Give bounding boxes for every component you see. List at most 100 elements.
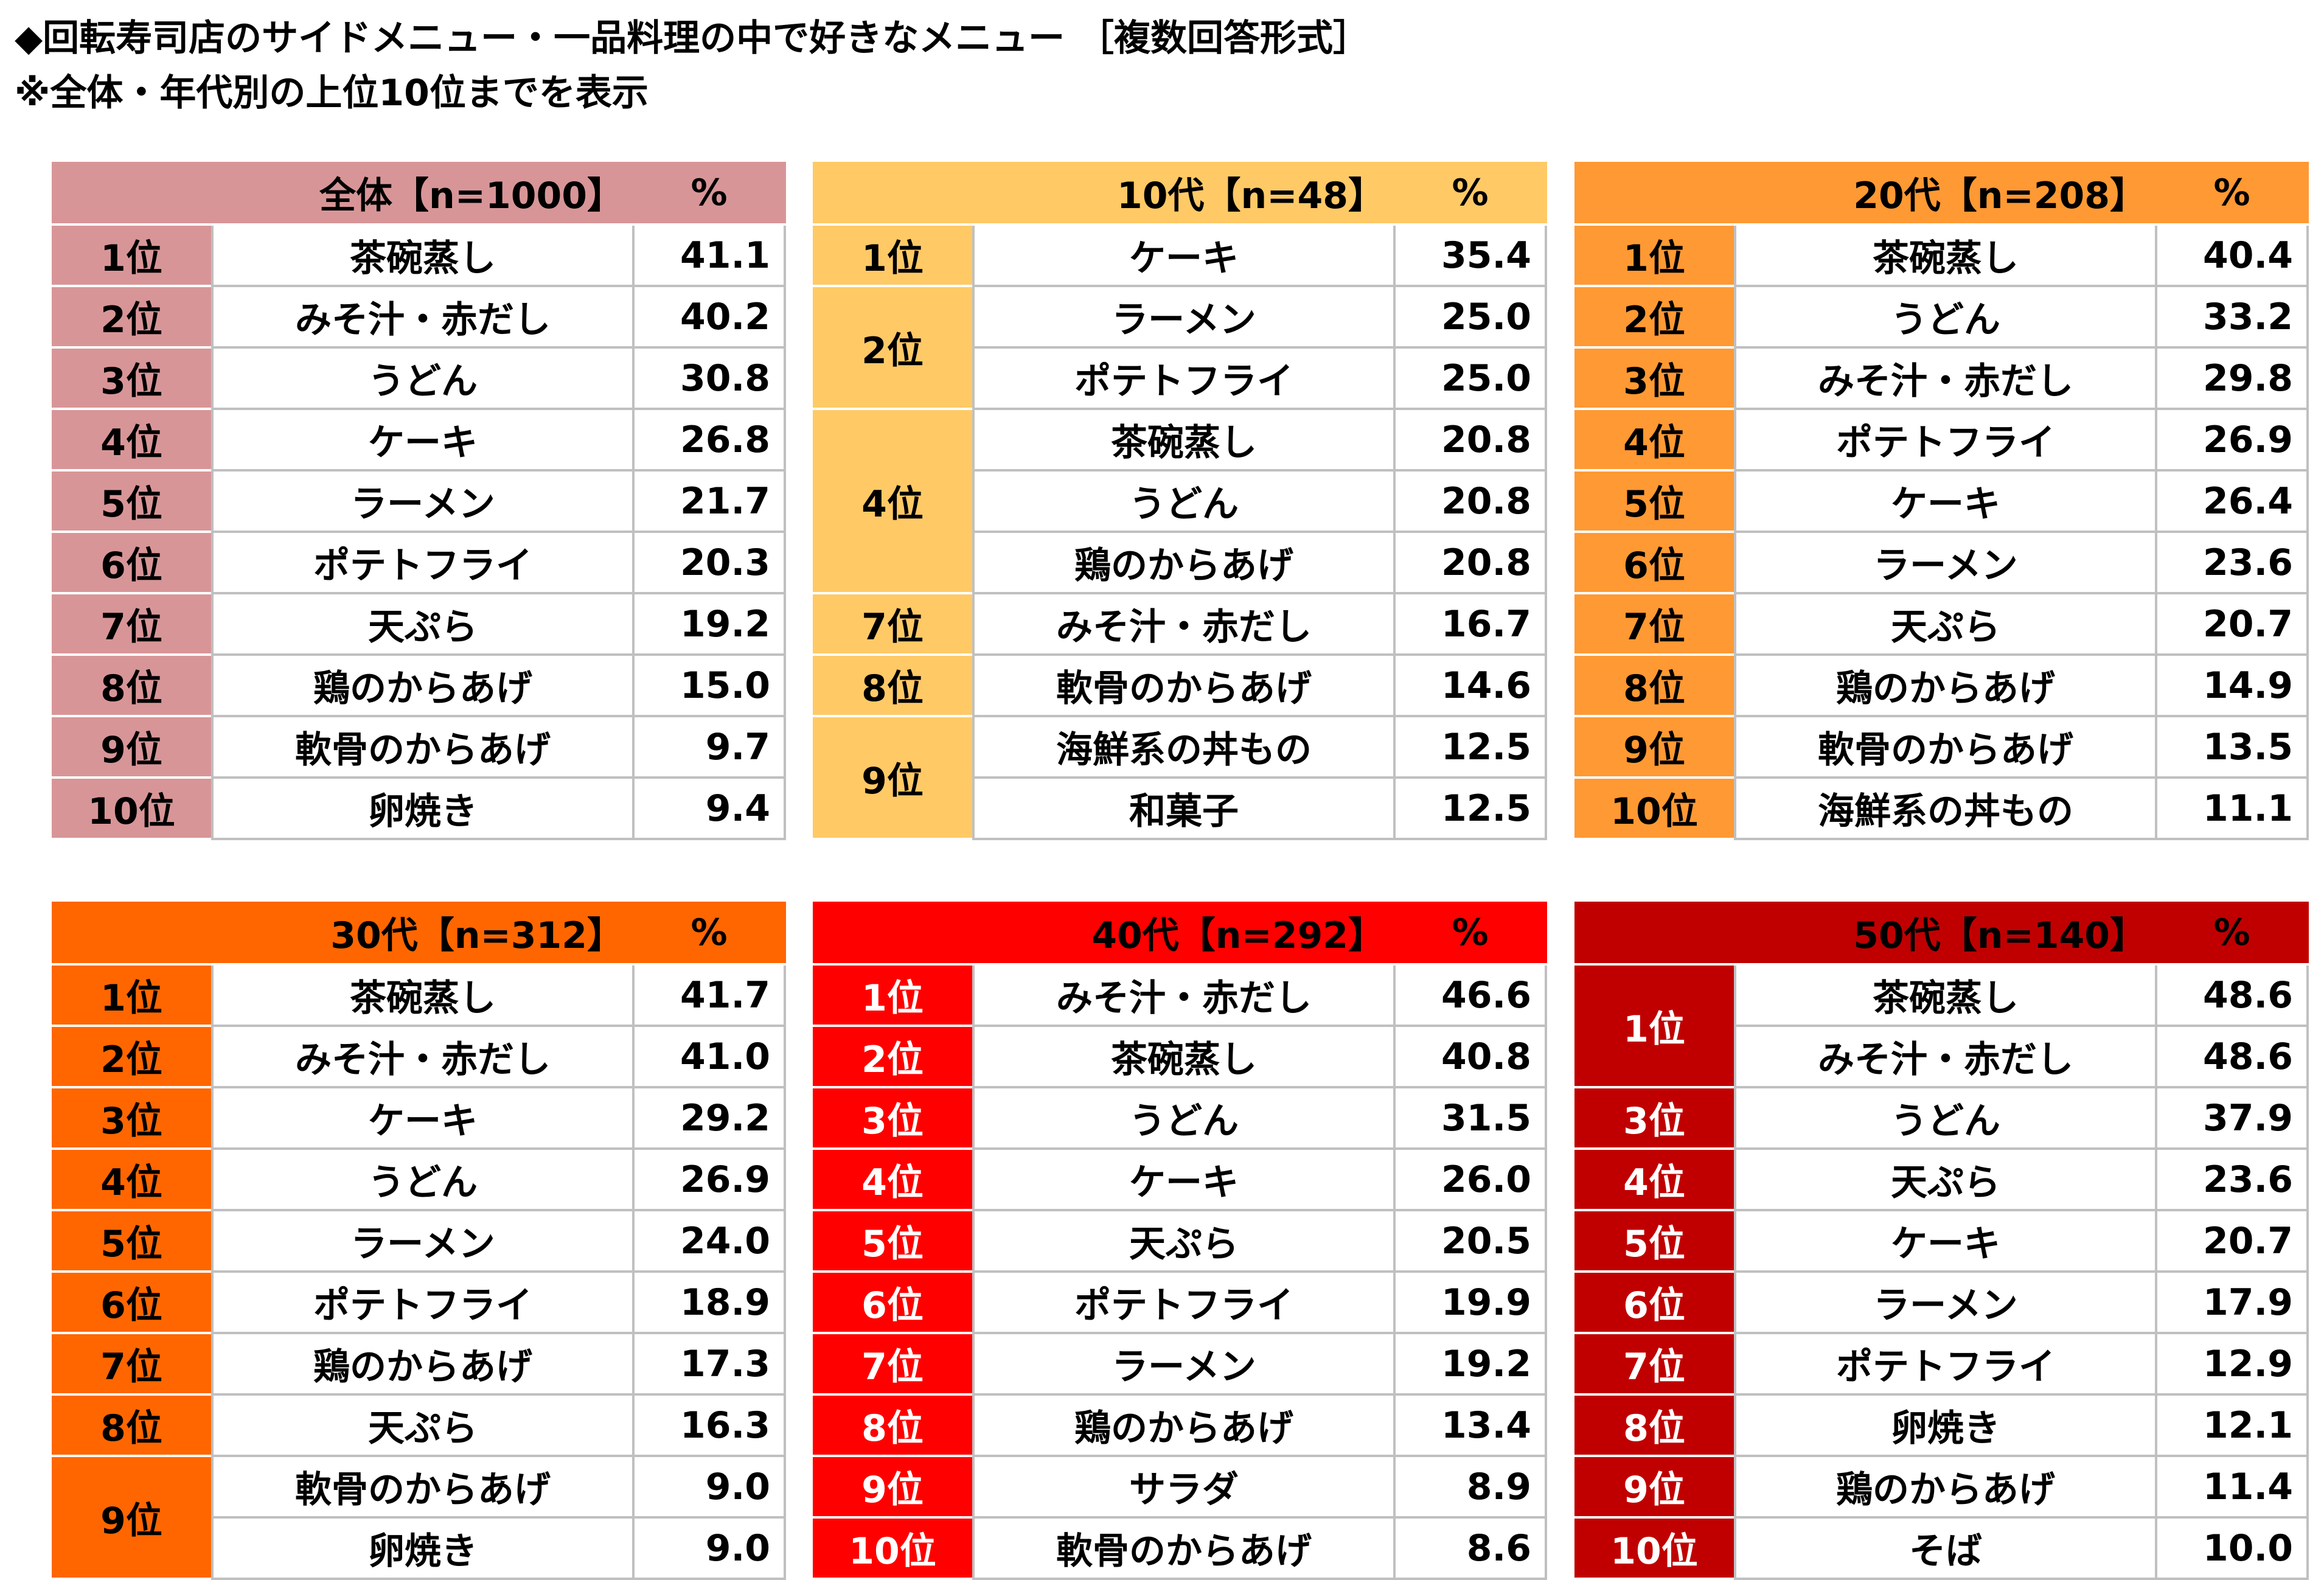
rank-cell: 6位 xyxy=(813,1273,972,1334)
rank-cell: 9位 xyxy=(813,1457,972,1519)
menu-item-cell: 天ぷら xyxy=(1734,1150,2155,1211)
menu-item-cell: みそ汁・赤だし xyxy=(972,594,1393,656)
table-row: 7位 天ぷら 20.7 xyxy=(1574,594,2309,656)
table-row: 6位 ポテトフライ 18.9 xyxy=(52,1273,786,1334)
header-rank-cell xyxy=(813,159,972,226)
rank-cell: 2位 xyxy=(1574,287,1734,349)
rank-cell: 9位 xyxy=(1574,1457,1734,1519)
menu-item-cell: 海鮮系の丼もの xyxy=(1734,779,2155,840)
percent-cell: 14.9 xyxy=(2155,656,2309,717)
table-row: 10位 軟骨のからあげ 8.6 xyxy=(813,1519,1547,1580)
table-row: 2位 みそ汁・赤だし 40.2 xyxy=(52,287,786,349)
percent-cell: 10.0 xyxy=(2155,1519,2309,1580)
menu-item-cell: うどん xyxy=(211,1150,632,1211)
table-row: 3位 みそ汁・赤だし 29.8 xyxy=(1574,349,2309,410)
percent-cell: 30.8 xyxy=(632,349,786,410)
rank-cell: 9位 xyxy=(813,717,972,840)
percent-cell: 26.9 xyxy=(2155,410,2309,472)
percent-cell: 20.7 xyxy=(2155,1211,2309,1273)
table-row: 3位 うどん 31.5 xyxy=(813,1088,1547,1150)
percent-cell: 16.7 xyxy=(1393,594,1547,656)
percent-cell: 13.5 xyxy=(2155,717,2309,779)
table-header-label: 全体【n=1000】 xyxy=(211,159,632,226)
percent-cell: 12.1 xyxy=(2155,1396,2309,1457)
percent-cell: 41.1 xyxy=(632,226,786,287)
menu-item-cell: 茶碗蒸し xyxy=(211,226,632,287)
menu-item-cell: みそ汁・赤だし xyxy=(1734,349,2155,410)
rank-cell: 9位 xyxy=(1574,717,1734,779)
percent-cell: 46.6 xyxy=(1393,966,1547,1027)
rank-cell: 1位 xyxy=(52,966,211,1027)
menu-item-cell: 茶碗蒸し xyxy=(1734,226,2155,287)
menu-item-cell: 鶏のからあげ xyxy=(1734,1457,2155,1519)
table-row: 9位 サラダ 8.9 xyxy=(813,1457,1547,1519)
menu-item-cell: 天ぷら xyxy=(211,1396,632,1457)
menu-item-cell: サラダ xyxy=(972,1457,1393,1519)
menu-item-cell: 軟骨のからあげ xyxy=(972,1519,1393,1580)
percent-cell: 48.6 xyxy=(2155,966,2309,1027)
table-row: 9位 軟骨のからあげ 9.7 xyxy=(52,717,786,779)
percent-cell: 9.4 xyxy=(632,779,786,840)
percent-cell: 17.9 xyxy=(2155,1273,2309,1334)
menu-item-cell: ポテトフライ xyxy=(972,349,1393,410)
percent-header: % xyxy=(1393,159,1547,226)
table-row: 10位 海鮮系の丼もの 11.1 xyxy=(1574,779,2309,840)
table-row: 5位 天ぷら 20.5 xyxy=(813,1211,1547,1273)
table-row: 6位 ポテトフライ 19.9 xyxy=(813,1273,1547,1334)
header-rank-cell xyxy=(52,899,211,966)
percent-cell: 12.9 xyxy=(2155,1334,2309,1396)
table-row: 3位 ケーキ 29.2 xyxy=(52,1088,786,1150)
percent-cell: 37.9 xyxy=(2155,1088,2309,1150)
table-header-row: 全体【n=1000】% xyxy=(52,159,786,226)
menu-item-cell: 茶碗蒸し xyxy=(972,410,1393,472)
table-row: 2位 みそ汁・赤だし 41.0 xyxy=(52,1027,786,1088)
table-header-label: 20代【n=208】 xyxy=(1734,159,2155,226)
ranking-table: 10代【n=48】% 1位 ケーキ 35.4 2位 ラーメン 25.0 ポテトフライ 25.0 4… xyxy=(813,159,1547,840)
table-row: 7位 みそ汁・赤だし 16.7 xyxy=(813,594,1547,656)
menu-item-cell: みそ汁・赤だし xyxy=(211,1027,632,1088)
rank-cell: 4位 xyxy=(1574,410,1734,472)
table-row: 4位 ポテトフライ 26.9 xyxy=(1574,410,2309,472)
menu-item-cell: ラーメン xyxy=(972,287,1393,349)
percent-cell: 26.8 xyxy=(632,410,786,472)
percent-cell: 12.5 xyxy=(1393,717,1547,779)
rank-cell: 3位 xyxy=(1574,1088,1734,1150)
rank-cell: 5位 xyxy=(813,1211,972,1273)
menu-item-cell: 鶏のからあげ xyxy=(1734,656,2155,717)
percent-cell: 20.3 xyxy=(632,533,786,594)
percent-cell: 12.5 xyxy=(1393,779,1547,840)
menu-item-cell: 天ぷら xyxy=(211,594,632,656)
percent-cell: 40.2 xyxy=(632,287,786,349)
percent-cell: 20.8 xyxy=(1393,472,1547,533)
table-row: 7位 ラーメン 19.2 xyxy=(813,1334,1547,1396)
percent-cell: 8.9 xyxy=(1393,1457,1547,1519)
menu-item-cell: うどん xyxy=(972,1088,1393,1150)
rank-cell: 1位 xyxy=(1574,226,1734,287)
menu-item-cell: ポテトフライ xyxy=(972,1273,1393,1334)
table-header-row: 30代【n=312】% xyxy=(52,899,786,966)
table-row: 7位 天ぷら 19.2 xyxy=(52,594,786,656)
menu-item-cell: ラーメン xyxy=(211,472,632,533)
percent-cell: 29.2 xyxy=(632,1088,786,1150)
rank-cell: 6位 xyxy=(1574,533,1734,594)
menu-item-cell: 海鮮系の丼もの xyxy=(972,717,1393,779)
header-rank-cell xyxy=(1574,899,1734,966)
table-row: 和菓子 12.5 xyxy=(813,779,1547,840)
menu-item-cell: みそ汁・赤だし xyxy=(972,966,1393,1027)
rank-cell: 3位 xyxy=(52,349,211,410)
table-row: 7位 鶏のからあげ 17.3 xyxy=(52,1334,786,1396)
table-row: 3位 うどん 30.8 xyxy=(52,349,786,410)
percent-cell: 9.0 xyxy=(632,1457,786,1519)
rank-cell: 2位 xyxy=(813,1027,972,1088)
rank-cell: 2位 xyxy=(813,287,972,410)
rank-cell: 5位 xyxy=(52,472,211,533)
table-row: 9位 軟骨のからあげ 13.5 xyxy=(1574,717,2309,779)
rank-cell: 4位 xyxy=(813,410,972,594)
percent-cell: 31.5 xyxy=(1393,1088,1547,1150)
header-rank-cell xyxy=(813,899,972,966)
ranking-table: 50代【n=140】% 1位 茶碗蒸し 48.6 みそ汁・赤だし 48.6 3位 うどん 37.… xyxy=(1574,899,2309,1580)
menu-item-cell: ケーキ xyxy=(1734,1211,2155,1273)
menu-item-cell: ポテトフライ xyxy=(211,533,632,594)
menu-item-cell: うどん xyxy=(211,349,632,410)
table-row: 9位 鶏のからあげ 11.4 xyxy=(1574,1457,2309,1519)
